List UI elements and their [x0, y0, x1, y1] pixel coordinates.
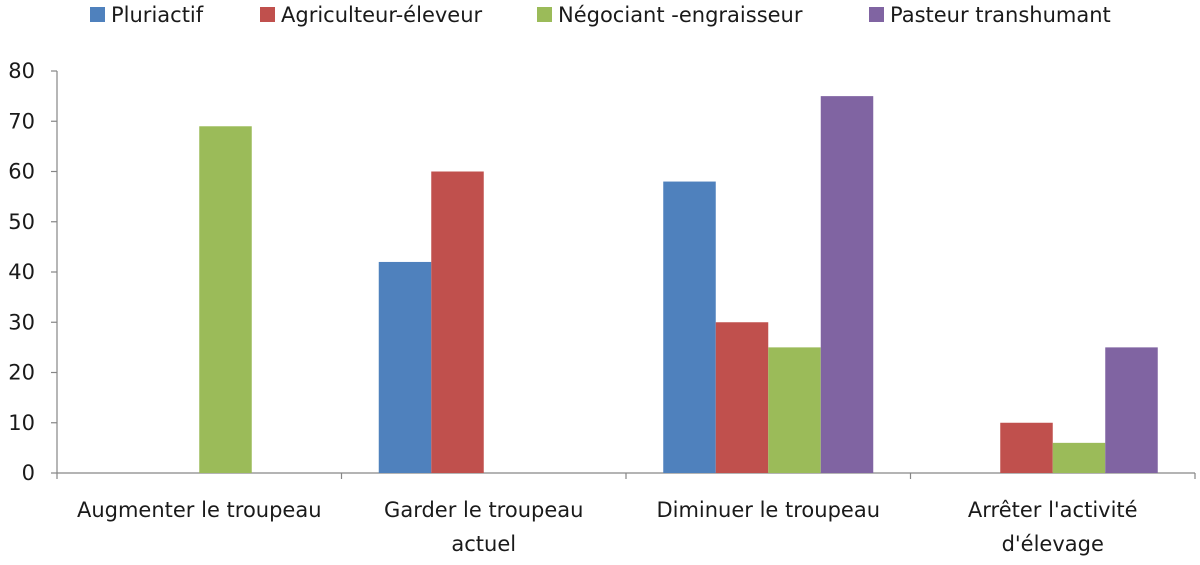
x-category-label: Augmenter le troupeau	[77, 498, 322, 522]
bar	[199, 126, 252, 474]
bar	[431, 171, 484, 473]
bar	[378, 261, 432, 473]
y-tick-label: 0	[22, 461, 35, 485]
y-tick-label: 60	[8, 160, 35, 184]
legend-label: Négociant -engraisseur	[558, 3, 803, 27]
legend-swatch	[90, 7, 105, 22]
y-tick-label: 20	[8, 361, 35, 385]
x-category-label: Arrêter l'activité	[968, 498, 1138, 522]
y-tick-label: 10	[8, 411, 35, 435]
bar	[820, 96, 874, 473]
x-category-label: Diminuer le troupeau	[656, 498, 880, 522]
bar	[1105, 347, 1158, 473]
y-tick-label: 70	[8, 109, 35, 133]
bar	[663, 181, 716, 474]
bar	[715, 322, 769, 473]
x-category-label: Garder le troupeau	[384, 498, 583, 522]
x-category-label: d'élevage	[1002, 532, 1104, 556]
bar	[768, 347, 821, 473]
legend-swatch	[869, 7, 884, 22]
y-tick-label: 50	[8, 210, 35, 234]
legend-label: Pasteur transhumant	[890, 3, 1111, 27]
legend-label: Agriculteur-éleveur	[281, 3, 483, 27]
bar	[1000, 422, 1053, 473]
y-tick-label: 40	[8, 260, 35, 284]
legend-label: Pluriactif	[111, 3, 204, 27]
legend-swatch	[260, 7, 275, 22]
bar	[1052, 442, 1106, 473]
y-tick-label: 80	[8, 59, 35, 83]
x-category-label: actuel	[451, 532, 516, 556]
y-tick-label: 30	[8, 310, 35, 334]
legend-swatch	[537, 7, 552, 22]
